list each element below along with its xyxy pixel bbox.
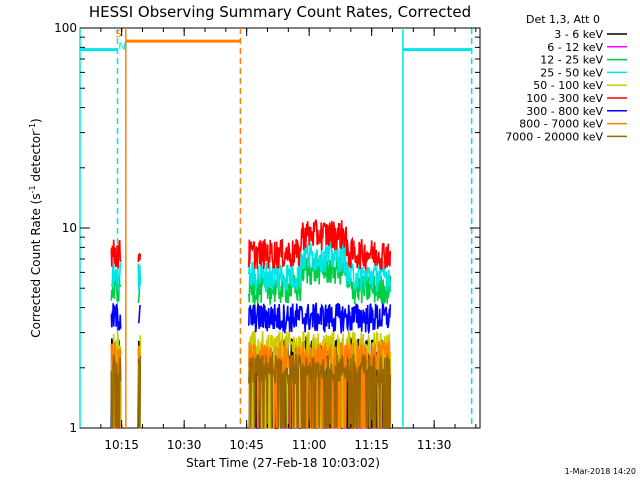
series-100-300-kev-segment-1: [110, 239, 122, 269]
series-100-300-kev-segment-2: [137, 252, 142, 263]
legend-label-9: 7000 - 20000 keV: [505, 130, 603, 143]
x-tick-label-1: 10:15: [104, 438, 139, 452]
series-7000-20000-kev-segment-3: [248, 353, 392, 429]
y-tick-label-3: 100: [54, 21, 77, 35]
legend-title: Det 1,3, Att 0: [526, 13, 600, 26]
x-tick-label-2: 10:30: [167, 438, 202, 452]
series-100-300-kev-segment-3: [248, 219, 392, 272]
legend-label-2: 6 - 12 keV: [547, 41, 603, 54]
legend-label-1: 3 - 6 keV: [554, 28, 603, 41]
chart-title: HESSI Observing Summary Count Rates, Cor…: [89, 3, 471, 21]
series-300-800-kev-segment-3: [248, 301, 392, 335]
series-group: [110, 219, 392, 429]
x-tick-label-5: 11:15: [354, 438, 389, 452]
legend-label-6: 100 - 300 keV: [526, 92, 603, 105]
y-axis-ticks: 1 10 100: [54, 21, 480, 435]
series-300-800-kev-segment-2: [137, 304, 142, 324]
marker-n: N: [118, 42, 125, 53]
marker-s: S: [115, 29, 121, 40]
y-tick-label-1: 1: [69, 421, 77, 435]
legend-label-5: 50 - 100 keV: [533, 79, 603, 92]
y-axis-label-part1: Corrected Count Rate (s: [29, 193, 43, 337]
y-axis-label-sup1: -1: [28, 185, 37, 193]
series-25-50-kev-segment-2: [137, 263, 142, 291]
legend-label-8: 800 - 7000 keV: [519, 118, 603, 131]
x-tick-label-3: 10:45: [229, 438, 264, 452]
y-axis-label-part2: detector: [29, 131, 43, 186]
y-tick-label-2: 10: [62, 221, 77, 235]
x-tick-label-4: 11:00: [292, 438, 327, 452]
footer-timestamp: 1-Mar-2018 14:20: [565, 467, 636, 476]
x-axis-label: Start Time (27-Feb-18 10:03:02): [186, 456, 380, 470]
series-300-800-kev-segment-1: [110, 303, 122, 331]
series-25-50-kev-segment-1: [110, 261, 122, 291]
x-tick-label-6: 11:30: [417, 438, 452, 452]
series-25-50-kev-segment-3: [248, 241, 392, 293]
legend-label-7: 300 - 800 keV: [526, 105, 603, 118]
legend-label-3: 12 - 25 keV: [540, 54, 603, 67]
series-7000-20000-kev-segment-2: [137, 355, 142, 429]
legend-label-4: 25 - 50 keV: [540, 66, 603, 79]
y-axis-label: Corrected Count Rate (s-1 detector-1): [28, 118, 43, 337]
series-7000-20000-kev-segment-1: [110, 354, 122, 429]
y-axis-label-part3: ): [29, 118, 43, 123]
y-axis-label-sup2: -1: [28, 123, 37, 131]
attenuator-segments: [80, 39, 472, 52]
marker-labels: SN: [115, 29, 125, 52]
x-axis-ticks: 10:15 10:30 10:45 11:00 11:15 11:30: [100, 28, 477, 452]
